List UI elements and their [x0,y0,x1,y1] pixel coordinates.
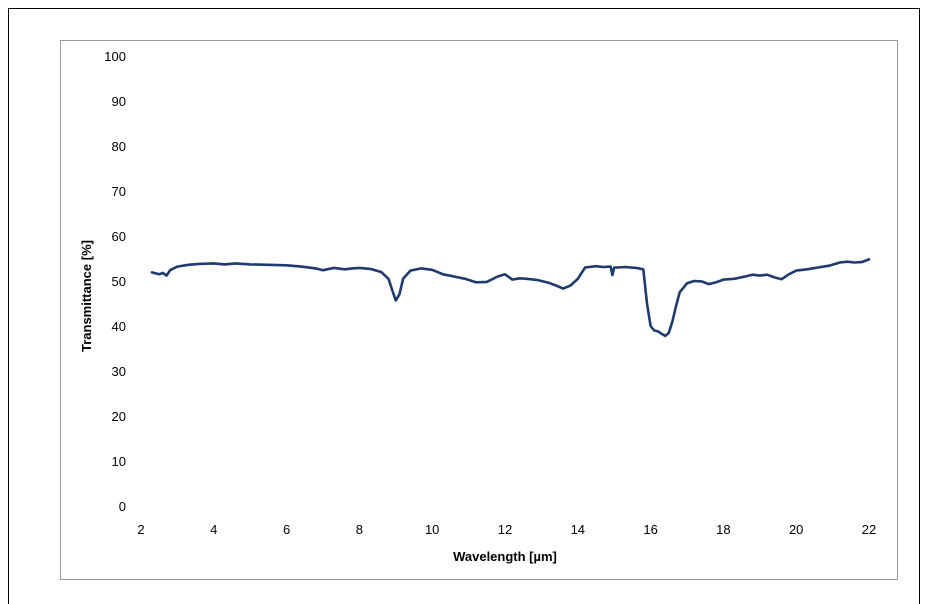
x-tick-label: 16 [643,522,657,537]
y-tick-label: 10 [112,454,126,469]
y-tick-label: 100 [104,49,126,64]
y-tick-label: 60 [112,229,126,244]
y-axis-ticks: 0 10 20 30 40 50 60 70 80 90 100 [104,49,126,514]
y-tick-label: 20 [112,409,126,424]
y-axis-title: Transmittance [%] [79,240,94,352]
x-tick-label: 8 [356,522,363,537]
x-tick-label: 10 [425,522,439,537]
y-tick-label: 50 [112,274,126,289]
x-tick-label: 12 [498,522,512,537]
x-axis-ticks: 2 4 6 8 10 12 14 16 18 20 22 [137,522,876,537]
y-tick-label: 90 [112,94,126,109]
y-tick-label: 0 [119,499,126,514]
x-tick-label: 20 [789,522,803,537]
y-tick-label: 80 [112,139,126,154]
plot-area [60,40,898,580]
x-tick-label: 4 [210,522,217,537]
x-axis-title: Wavelength [µm] [453,549,557,564]
x-tick-label: 22 [862,522,876,537]
x-tick-label: 14 [571,522,585,537]
y-tick-label: 40 [112,319,126,334]
transmittance-line [150,258,871,338]
y-tick-label: 70 [112,184,126,199]
y-tick-label: 30 [112,364,126,379]
x-tick-label: 2 [137,522,144,537]
x-tick-label: 18 [716,522,730,537]
x-tick-label: 6 [283,522,290,537]
chart-frame [8,8,920,604]
